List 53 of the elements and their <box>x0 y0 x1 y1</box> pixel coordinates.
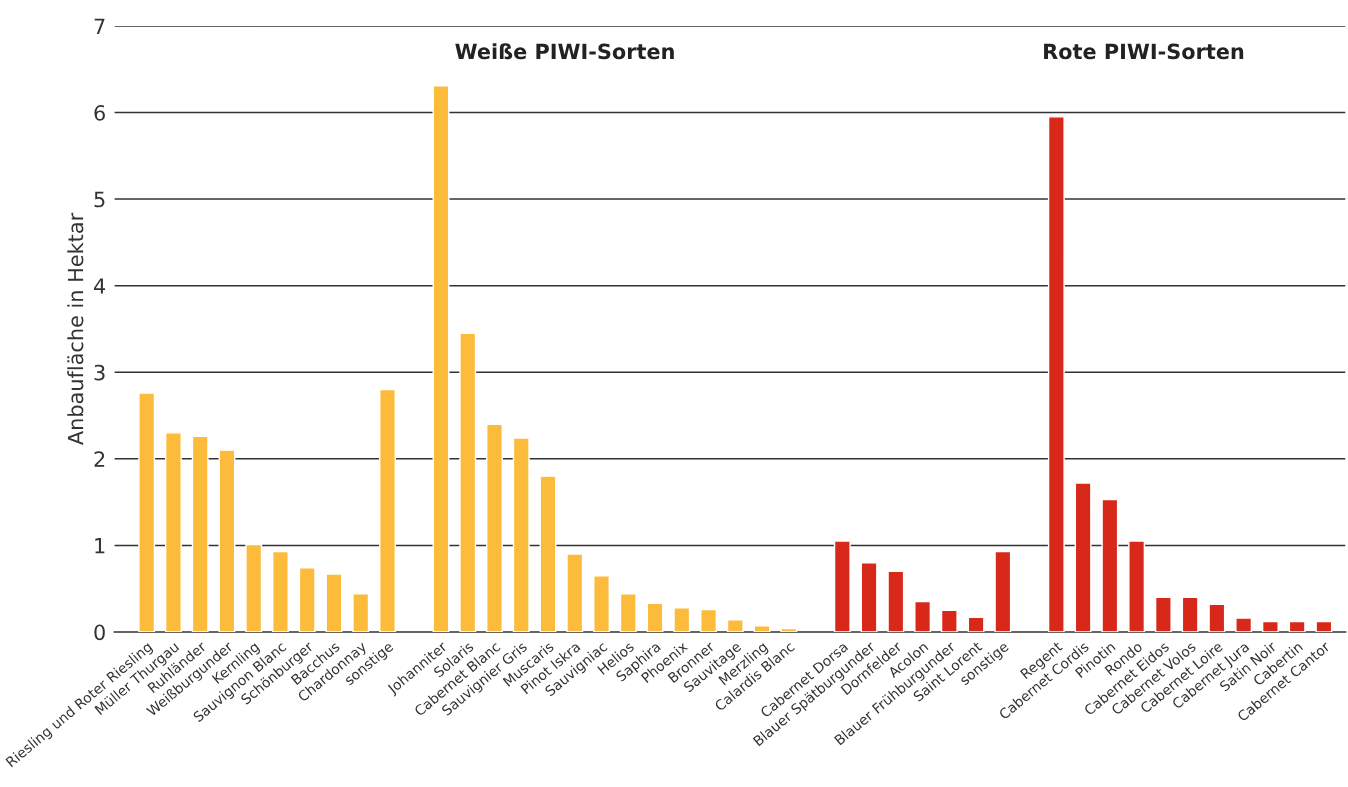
bar <box>1208 603 1226 632</box>
bar <box>432 85 450 632</box>
bar <box>673 607 691 632</box>
y-tick-label: 2 <box>94 451 105 467</box>
bar <box>1074 482 1092 632</box>
bar <box>1261 620 1279 632</box>
bar <box>1181 596 1199 632</box>
bar <box>539 475 557 632</box>
y-tick-label: 1 <box>95 538 105 554</box>
bar <box>245 543 263 632</box>
bar <box>833 540 851 632</box>
bar <box>860 562 878 632</box>
bar <box>298 567 316 632</box>
bar <box>700 608 717 632</box>
bar <box>1235 617 1253 632</box>
bar <box>379 388 396 632</box>
bar <box>218 449 236 632</box>
bar <box>914 600 932 632</box>
bar <box>1154 596 1172 632</box>
bar <box>646 602 664 632</box>
bar <box>994 550 1012 632</box>
bar <box>566 553 584 632</box>
bar <box>325 573 343 632</box>
y-tick-label: 3 <box>94 364 105 381</box>
bar <box>352 593 370 632</box>
bar <box>512 437 530 632</box>
bar <box>726 619 744 632</box>
bar <box>1315 620 1333 632</box>
bar <box>164 432 182 632</box>
bar <box>272 550 289 632</box>
bar <box>486 423 503 632</box>
bar <box>967 616 985 632</box>
y-tick-label: 5 <box>94 191 105 208</box>
y-tick-label: 7 <box>94 18 105 34</box>
y-tick-label: 4 <box>94 278 106 294</box>
annotation: Rote PIWI-Sorten <box>1044 43 1244 60</box>
bar <box>753 625 771 632</box>
bar <box>780 627 798 632</box>
bar <box>1128 540 1146 632</box>
y-tick-label: 6 <box>94 104 105 121</box>
bar <box>459 332 477 632</box>
y-tick-label: 0 <box>94 624 105 641</box>
bar <box>191 435 209 632</box>
bar <box>138 392 156 632</box>
bar <box>619 593 637 632</box>
bar <box>1101 498 1119 632</box>
bar <box>1047 116 1065 632</box>
bar <box>940 609 958 632</box>
y-axis-title: Anbaufläche in Hektar <box>67 212 84 445</box>
bar <box>887 570 905 632</box>
bar <box>1288 620 1306 632</box>
bar <box>593 574 610 632</box>
annotation: Weiße PIWI-Sorten <box>455 43 674 60</box>
